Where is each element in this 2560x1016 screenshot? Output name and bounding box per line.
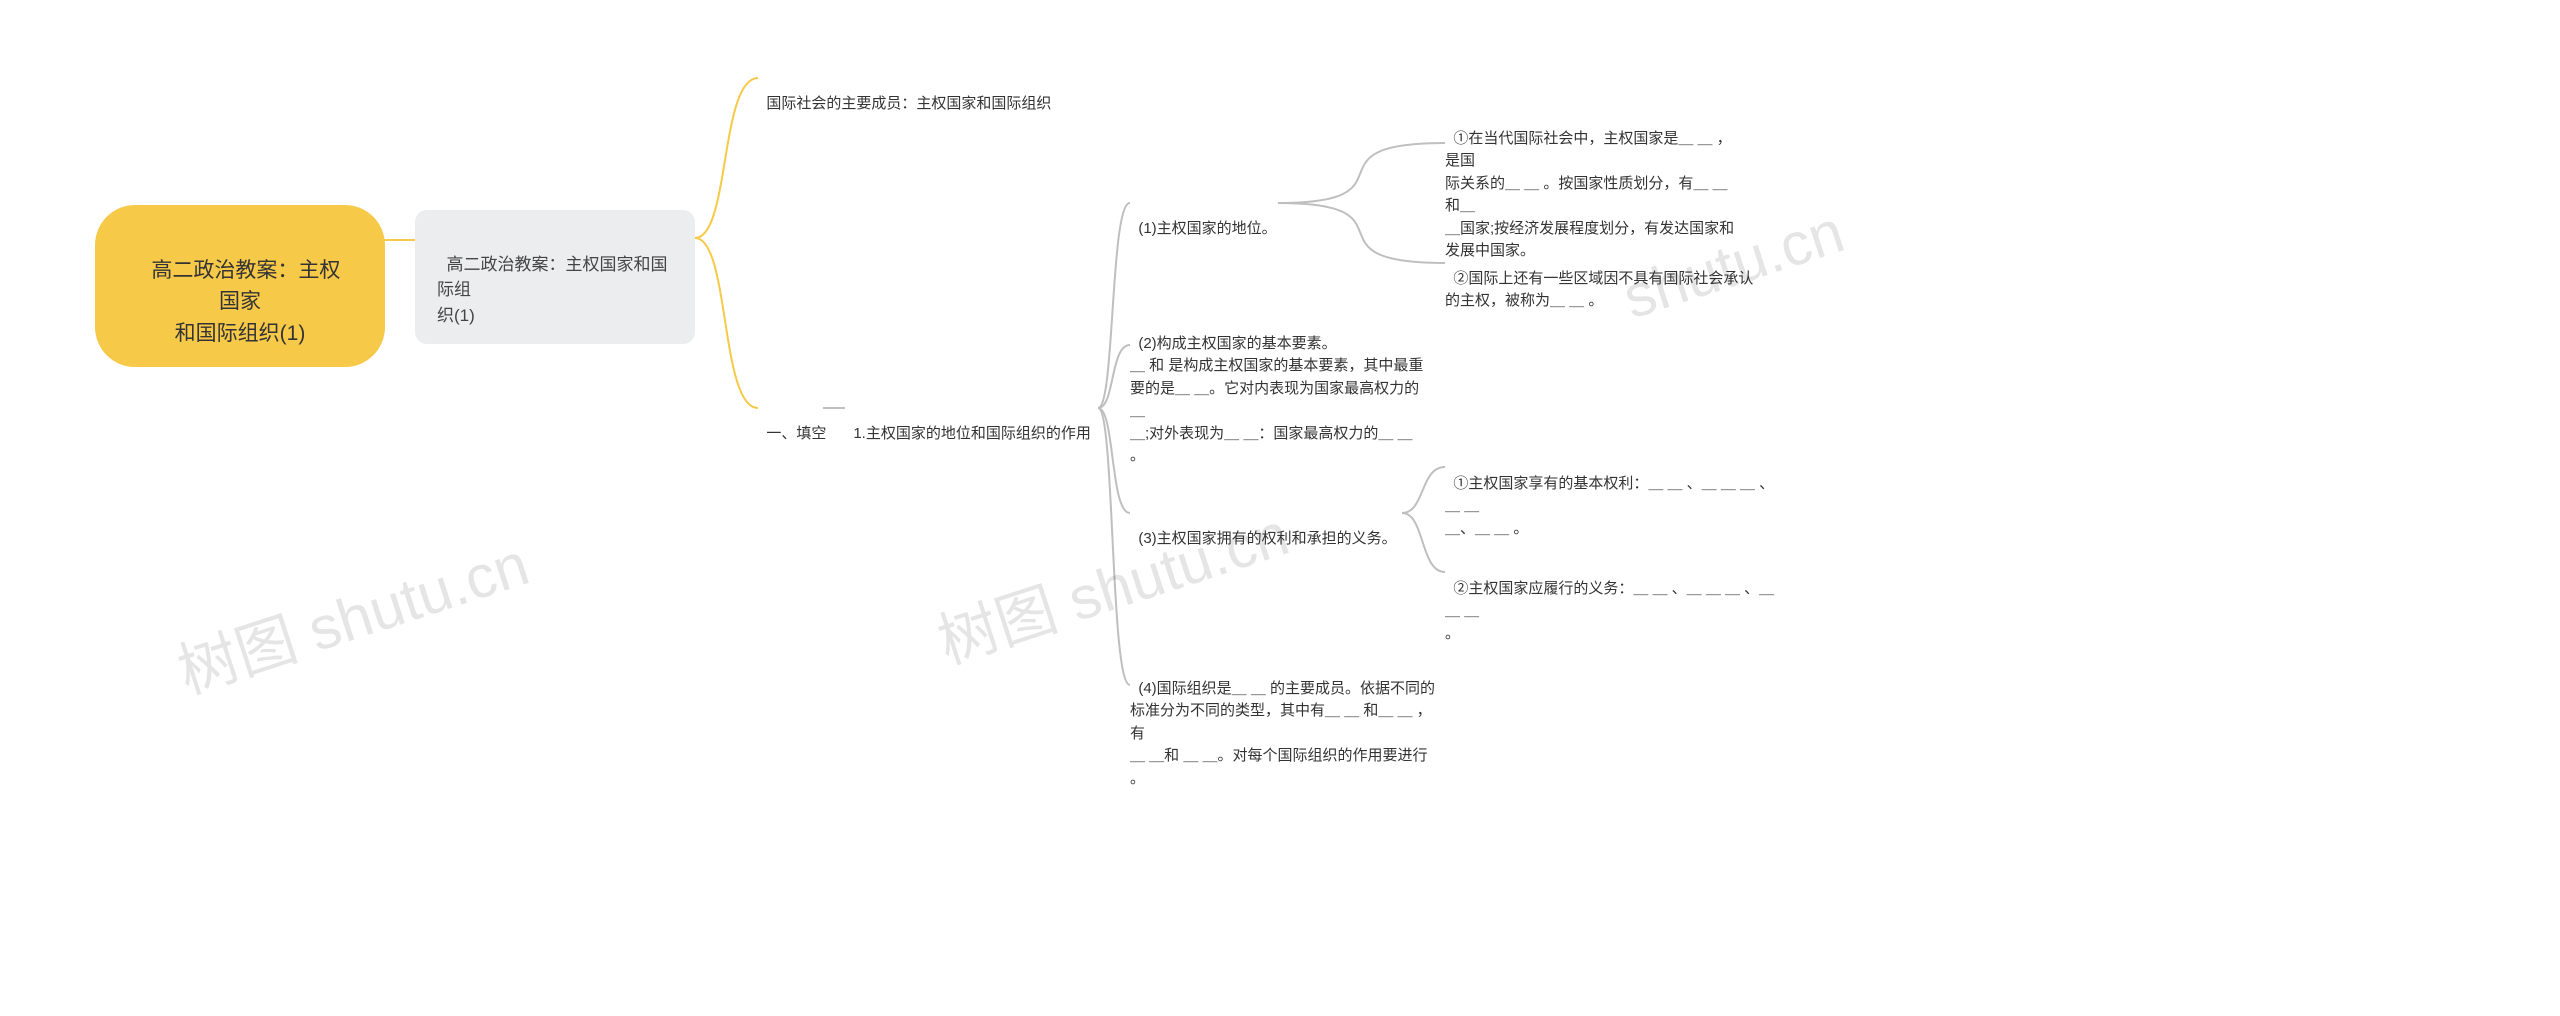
node-label: (3)主权国家拥有的权利和承担的义务。	[1138, 530, 1396, 547]
mindmap-node[interactable]: (4)国际组织是＿ ＿ 的主要成员。依据不同的 标准分为不同的类型，其中有＿ ＿…	[1130, 655, 1440, 790]
mindmap-node[interactable]: 1.主权国家的地位和国际组织的作用	[845, 400, 1091, 445]
mindmap-root[interactable]: 高二政治教案：主权国家 和国际组织(1)	[95, 205, 385, 367]
mindmap-node[interactable]: ②国际上还有一些区域因不具有国际社会承认 的主权，被称为＿ ＿ 。	[1445, 245, 1755, 313]
node-label: ②主权国家应履行的义务：＿ ＿ 、＿ ＿ ＿ 、＿ ＿ ＿ 。	[1445, 580, 1778, 642]
mindmap-node[interactable]: (3)主权国家拥有的权利和承担的义务。	[1130, 505, 1397, 550]
node-label: ①主权国家享有的基本权利：＿ ＿ 、＿ ＿ ＿ 、＿ ＿ ＿、＿ ＿ 。	[1445, 475, 1774, 537]
node-label: ①在当代国际社会中，主权国家是＿ ＿ ，是国 际关系的＿ ＿ 。按国家性质划分，…	[1445, 130, 1734, 260]
node-label: 1.主权国家的地位和国际组织的作用	[853, 425, 1091, 442]
node-label: ②国际上还有一些区域因不具有国际社会承认 的主权，被称为＿ ＿ 。	[1445, 270, 1753, 310]
node-label: (1)主权国家的地位。	[1138, 220, 1276, 237]
node-label: 国际社会的主要成员：主权国家和国际组织	[766, 95, 1051, 112]
mindmap-node[interactable]: ①在当代国际社会中，主权国家是＿ ＿ ，是国 际关系的＿ ＿ 。按国家性质划分，…	[1445, 105, 1745, 263]
node-label: (4)国际组织是＿ ＿ 的主要成员。依据不同的 标准分为不同的类型，其中有＿ ＿…	[1130, 680, 1435, 787]
node-label: 高二政治教案：主权国家和国际组 织(1)	[437, 255, 667, 325]
mindmap-node[interactable]: ①主权国家享有的基本权利：＿ ＿ 、＿ ＿ ＿ 、＿ ＿ ＿、＿ ＿ 。	[1445, 450, 1775, 540]
watermark: 树图 shutu.cn	[165, 516, 538, 711]
root-label: 高二政治教案：主权国家 和国际组织(1)	[151, 259, 340, 345]
mindmap-node-level1[interactable]: 高二政治教案：主权国家和国际组 织(1)	[415, 210, 695, 344]
mindmap-node[interactable]: ②主权国家应履行的义务：＿ ＿ 、＿ ＿ ＿ 、＿ ＿ ＿ 。	[1445, 555, 1775, 645]
node-label: (2)构成主权国家的基本要素。 ＿ 和 是构成主权国家的基本要素，其中最重 要的…	[1130, 335, 1423, 465]
mindmap-node[interactable]: (1)主权国家的地位。	[1130, 195, 1277, 240]
mindmap-node[interactable]: (2)构成主权国家的基本要素。 ＿ 和 是构成主权国家的基本要素，其中最重 要的…	[1130, 310, 1430, 468]
node-label: 一、填空	[766, 425, 826, 442]
mindmap-node[interactable]: 一、填空	[758, 400, 826, 445]
mindmap-node[interactable]: 国际社会的主要成员：主权国家和国际组织	[758, 70, 1051, 115]
